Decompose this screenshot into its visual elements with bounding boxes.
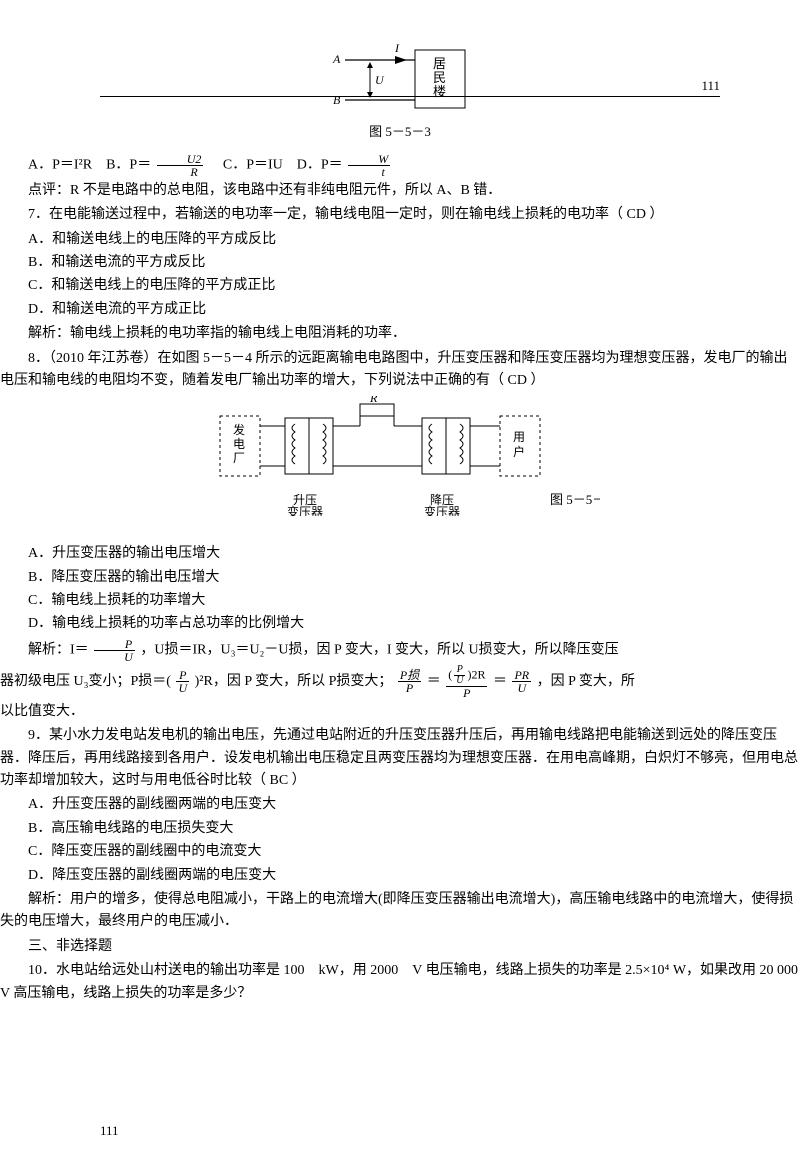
frac-U2R: U2 R	[157, 153, 204, 178]
q8x1b: ，U损＝IR，U₃＝U₂－U损，因 P 变大，I 变大，所以 U损变大，所以降压…	[140, 643, 618, 658]
q8-analysis-2: 器初级电压 U₃变小；P损＝( P U )²R，因 P 变大，所以 P损变大； …	[0, 665, 800, 699]
figure-5-5-3-caption: 图 5－5－3	[0, 122, 800, 143]
frac-PsunP: P损 P	[398, 669, 421, 694]
q6-optA-part2: C．P＝IU D．P＝	[209, 158, 343, 173]
q8-a: A．升压变压器的输出电压增大	[0, 543, 800, 565]
svg-text:户: 户	[513, 444, 525, 459]
frac-Wt: W t	[348, 153, 390, 178]
q8: 8．（2010 年江苏卷）在如图 5－5－4 所示的远距离输电电路图中，升压变压…	[0, 348, 800, 393]
frac-big-num: (PU)2R	[446, 665, 487, 687]
q7-d: D．和输送电流的平方成正比	[0, 299, 800, 321]
frac-big-right: )2R	[467, 667, 485, 681]
q8-analysis-1: 解析：I＝ P U ，U损＝IR，U₃＝U₂－U损，因 P 变大，I 变大，所以…	[0, 638, 800, 663]
figure-5-5-4: 发 电 厂 升压 变压器 R 降压	[0, 396, 800, 516]
frac-Wt-den: t	[348, 166, 390, 178]
frac-U2R-den: R	[157, 166, 204, 178]
page-content: I U A B 居 民 楼 图 5－5－3 A．P＝I²R B．P＝ U2 R …	[0, 40, 800, 1005]
frac-PRU-den: U	[512, 682, 531, 694]
q7-a: A．和输送电线上的电压降的平方成反比	[0, 229, 800, 251]
frac-PRU: PR U	[512, 669, 531, 694]
page-number-top: 111	[701, 76, 720, 97]
q7-b: B．和输送电流的平方成反比	[0, 252, 800, 274]
figure-5-5-4-svg: 发 电 厂 升压 变压器 R 降压	[200, 396, 600, 516]
fig2-caption-inline: 图 5－5－4	[550, 492, 600, 507]
frac-PsunP-den: P	[398, 682, 421, 694]
q9-c: C．降压变压器的副线圈中的电流变大	[0, 841, 800, 863]
figure-5-5-3: I U A B 居 民 楼 图 5－5－3	[0, 40, 800, 143]
q8-c: C．输电线上损耗的功率增大	[0, 590, 800, 612]
svg-text:用: 用	[513, 430, 525, 444]
spacer	[0, 526, 800, 542]
q9-a: A．升压变压器的副线圈两端的电压变大	[0, 794, 800, 816]
q10: 10．水电站给远处山村送电的输出功率是 100 kW，用 2000 V 电压输电…	[0, 960, 800, 1005]
frac-Pu2: P U	[176, 669, 189, 694]
q9-d: D．降压变压器的副线圈两端的电压变大	[0, 865, 800, 887]
q8x2b: )²R，因 P 变大，所以 P损变大；	[195, 674, 393, 689]
svg-text:I: I	[394, 41, 400, 55]
header-rule	[100, 96, 720, 97]
q6-optA-part1: A．P＝I²R B．P＝	[28, 158, 151, 173]
svg-text:民: 民	[433, 70, 446, 85]
svg-text:厂: 厂	[233, 451, 245, 465]
frac-bigInner-den: U	[454, 676, 465, 686]
q8-d: D．输电线上损耗的功率占总功率的比例增大	[0, 613, 800, 635]
frac-PU-num: P	[94, 638, 135, 651]
q8x2a: 器初级电压 U₃变小；P损＝(	[0, 674, 171, 689]
q6-comment: 点评：R 不是电路中的总电阻，该电路中还有非纯电阻元件，所以 A、B 错．	[0, 180, 800, 202]
q7-analysis: 解析：输电线上损耗的电功率指的输电线上电阻消耗的功率．	[0, 323, 800, 345]
svg-text:R: R	[369, 396, 378, 405]
q7: 7．在电能输送过程中，若输送的电功率一定，输电线电阻一定时，则在输电线上损耗的电…	[0, 204, 800, 226]
svg-text:发: 发	[233, 422, 245, 437]
frac-big-den: P	[446, 687, 487, 699]
svg-text:变压器: 变压器	[287, 504, 323, 516]
q9-analysis: 解析：用户的增多，使得总电阻减小，干路上的电流增大(即降压变压器输出电流增大)，…	[0, 889, 800, 934]
frac-Wt-num: W	[348, 153, 390, 166]
frac-big: (PU)2R P	[446, 665, 487, 699]
frac-PU-den: U	[94, 651, 135, 663]
q9-b: B．高压输电线路的电压损失变大	[0, 818, 800, 840]
q8-analysis-3: 以比值变大．	[0, 701, 800, 723]
q7-c: C．和输送电线上的电压降的平方成正比	[0, 275, 800, 297]
svg-text:U: U	[375, 73, 385, 87]
q8x2c: ＝	[427, 674, 441, 689]
frac-PU: P U	[94, 638, 135, 663]
figure-5-5-3-svg: I U A B 居 民 楼	[315, 40, 485, 120]
section-3: 三、非选择题	[0, 936, 800, 958]
q8x2d: ＝	[493, 674, 507, 689]
svg-text:电: 电	[233, 437, 245, 451]
q8-b: B．降压变压器的输出电压增大	[0, 567, 800, 589]
q8x1a: 解析：I＝	[28, 643, 89, 658]
frac-Pu2-den: U	[176, 682, 189, 694]
q9: 9．某小水力发电站发电机的输出电压，先通过电站附近的升压变压器升压后，再用输电线…	[0, 725, 800, 792]
q8x2e: ，因 P 变大，所	[537, 674, 635, 689]
svg-text:A: A	[332, 52, 341, 66]
frac-U2R-num: U2	[157, 153, 204, 166]
svg-text:变压器: 变压器	[424, 504, 460, 516]
svg-text:居: 居	[433, 56, 446, 71]
q6-options: A．P＝I²R B．P＝ U2 R C．P＝IU D．P＝ W t	[0, 153, 800, 178]
